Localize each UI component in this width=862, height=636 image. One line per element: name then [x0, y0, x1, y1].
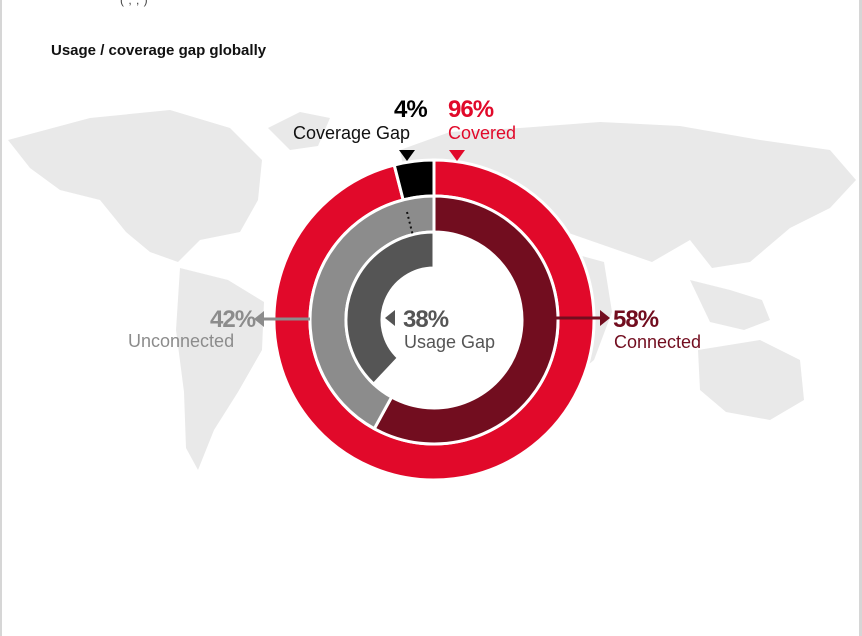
coverage-gap-pointer: [399, 150, 415, 161]
connected-arrow-head: [600, 310, 610, 326]
gap-dotted-line: [406, 211, 414, 237]
unconnected-label: Unconnected: [128, 331, 234, 351]
top-cut-text: ( , , ): [120, 0, 149, 7]
connected-slice: [372, 194, 560, 446]
connected-value: 58%: [613, 306, 659, 333]
usage-gap-label: Usage Gap: [404, 332, 495, 352]
usage-gap-value: 38%: [403, 306, 449, 333]
coverage-gap-value: 4%: [394, 96, 427, 123]
unconnected-arrow-head: [254, 311, 264, 327]
page-right-border: [859, 0, 862, 636]
connected-label: Connected: [614, 332, 701, 352]
usage-gap-arrow-head: [385, 310, 395, 326]
page-left-border: [0, 0, 2, 636]
coverage-gap-slice: [392, 158, 436, 202]
rings-layer: [272, 158, 596, 482]
unconnected-value: 42%: [210, 306, 256, 333]
usage-gap-slice: [344, 230, 436, 387]
covered-pointer: [449, 150, 465, 161]
chart-title: Usage / coverage gap globally: [51, 42, 267, 59]
coverage-gap-label: Coverage Gap: [293, 123, 410, 143]
covered-label: Covered: [448, 123, 516, 143]
covered-value: 96%: [448, 96, 494, 123]
world-map-background: [8, 110, 856, 470]
